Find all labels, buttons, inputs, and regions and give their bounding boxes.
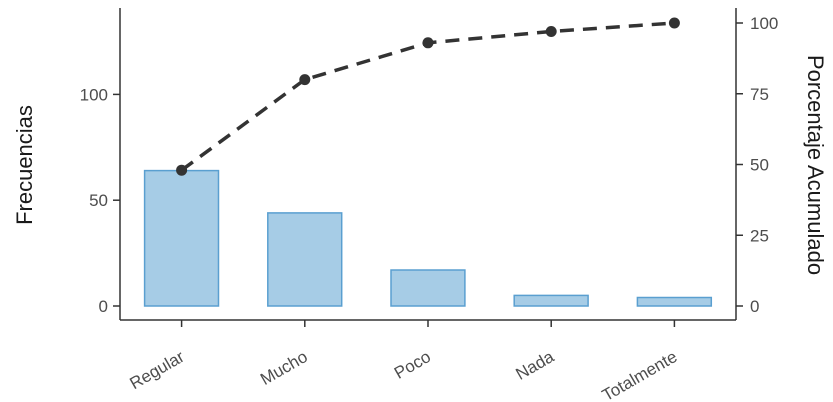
bar-regular bbox=[143, 169, 220, 307]
y-axis-title-right: Porcentaje Acumulado bbox=[803, 55, 828, 275]
bar-poco bbox=[390, 269, 466, 307]
y-tick-label-right-25: 25 bbox=[750, 226, 769, 245]
cumulative-point-regular bbox=[176, 164, 188, 176]
bar-totalmente bbox=[636, 296, 713, 307]
cumulative-point-totalmente bbox=[668, 17, 680, 29]
y-tick-label-left-0: 0 bbox=[99, 297, 108, 316]
y-tick-label-right-0: 0 bbox=[750, 297, 759, 316]
cumulative-point-nada bbox=[545, 26, 557, 37]
x-tick-label-regular: Regular bbox=[127, 347, 188, 393]
y-tick-label-right-50: 50 bbox=[750, 156, 769, 175]
x-tick-label-poco: Poco bbox=[391, 347, 434, 383]
cumulative-point-poco bbox=[422, 37, 434, 49]
x-tick-label-nada: Nada bbox=[513, 347, 558, 384]
x-tick-label-totalmente: Totalmente bbox=[599, 347, 681, 402]
bars-group bbox=[143, 169, 713, 307]
x-tick-label-mucho: Mucho bbox=[257, 347, 311, 389]
y-axis-title-left: Frecuencias bbox=[12, 105, 37, 225]
y-tick-label-right-75: 75 bbox=[750, 85, 769, 104]
bar-nada bbox=[513, 294, 589, 307]
cumulative-line-group bbox=[176, 17, 680, 176]
y-tick-label-left-100: 100 bbox=[80, 85, 108, 104]
y-tick-label-right-100: 100 bbox=[750, 14, 778, 33]
bar-mucho bbox=[267, 212, 343, 307]
y-tick-label-left-50: 50 bbox=[89, 191, 108, 210]
cumulative-point-mucho bbox=[299, 74, 311, 86]
